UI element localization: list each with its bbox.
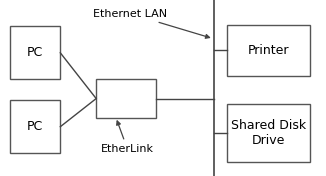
FancyBboxPatch shape [227,25,310,76]
Text: Printer: Printer [247,44,289,57]
Text: Ethernet LAN: Ethernet LAN [93,9,210,38]
Text: Shared Disk
Drive: Shared Disk Drive [230,119,306,147]
FancyBboxPatch shape [96,79,156,118]
FancyBboxPatch shape [227,104,310,162]
Text: PC: PC [27,46,43,59]
FancyBboxPatch shape [10,100,60,153]
Text: PC: PC [27,120,43,133]
FancyBboxPatch shape [10,26,60,79]
Text: EtherLink: EtherLink [101,121,154,154]
